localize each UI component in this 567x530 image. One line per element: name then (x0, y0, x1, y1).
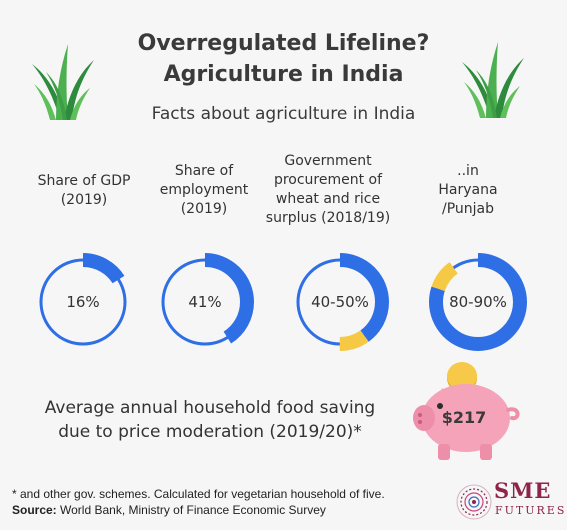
source-line: Source: World Bank, Ministry of Finance … (12, 502, 385, 518)
fact-label-line: (2019) (180, 201, 228, 217)
saving-description: Average annual household food saving due… (30, 396, 390, 444)
progress-ring-haryana-punjab: 80-90% (428, 252, 528, 352)
ring-value: 41% (188, 293, 222, 311)
fact-label-line: Government (284, 153, 372, 169)
fact-label-line: /Punjab (441, 201, 494, 217)
fact-label-line: Share of (174, 163, 234, 179)
grass-icon-right (462, 42, 524, 118)
progress-ring-procurement: 40-50% (290, 252, 390, 352)
footnote-text: * and other gov. schemes. Calculated for… (12, 487, 385, 501)
fact-label-gdp: Share of GDP (2019) (14, 172, 154, 210)
fact-label-procurement: Government procurement of wheat and rice… (258, 152, 398, 228)
saving-line-2: due to price moderation (2019/20)* (58, 422, 362, 442)
saving-line-1: Average annual household food saving (44, 398, 376, 418)
fact-label-haryana-punjab: ..in Haryana /Punjab (398, 162, 538, 219)
fact-label-line: (2019) (60, 192, 108, 208)
logo-text-sme: SME (494, 478, 552, 503)
sme-futures-logo (456, 484, 492, 520)
saving-amount: $217 (441, 408, 487, 427)
progress-ring-gdp: 16% (33, 252, 133, 352)
ring-value: 80-90% (449, 293, 507, 311)
fact-label-line: surplus (2018/19) (265, 210, 391, 226)
fact-label-line: wheat and rice (275, 191, 381, 207)
fact-label-line: Haryana (438, 182, 498, 198)
logo-text-futures: FUTURES (495, 504, 567, 517)
fact-label-line: ..in (457, 163, 479, 179)
title-line-1: Overregulated Lifeline? (137, 31, 430, 56)
ring-value: 40-50% (311, 293, 369, 311)
title-line-2: Agriculture in India (163, 62, 404, 87)
footnote: * and other gov. schemes. Calculated for… (12, 486, 385, 518)
grass-icon-left (32, 44, 94, 120)
source-text: World Bank, Ministry of Finance Economic… (56, 503, 326, 517)
source-label: Source: (12, 503, 57, 517)
ring-value: 16% (66, 293, 100, 311)
fact-label-line: procurement of (273, 172, 383, 188)
page-title: Overregulated Lifeline? Agriculture in I… (0, 28, 567, 90)
page-subtitle: Facts about agriculture in India (151, 104, 416, 124)
fact-label-line: employment (159, 182, 249, 198)
progress-ring-employment: 41% (155, 252, 255, 352)
fact-label-line: Share of GDP (37, 173, 131, 189)
piggy-bank-icon (413, 362, 520, 460)
fact-label-employment: Share of employment (2019) (134, 162, 274, 219)
